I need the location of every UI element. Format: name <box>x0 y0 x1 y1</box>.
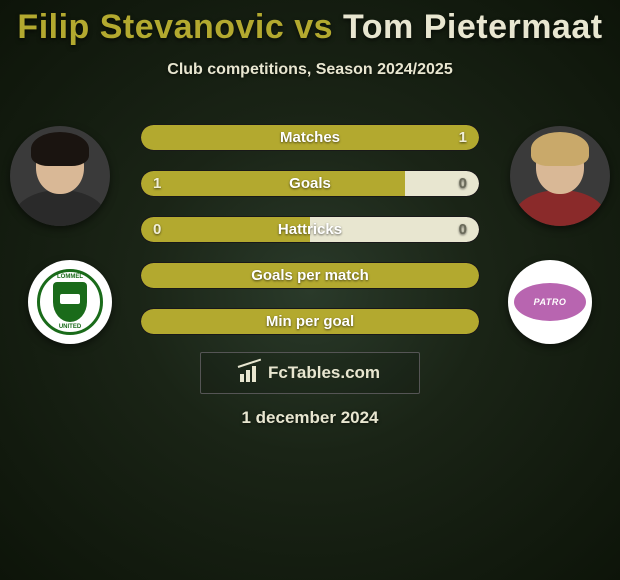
player1-avatar <box>10 126 110 226</box>
stat-row-matches: Matches 1 <box>140 124 480 151</box>
stat-left-val: 0 <box>153 217 161 242</box>
player2-name: Tom Pietermaat <box>343 8 603 46</box>
comparison-title: Filip Stevanovic vs Tom Pietermaat <box>0 0 620 47</box>
stat-right-val: 0 <box>459 217 467 242</box>
stats-bars: Matches 1 Goals 1 0 Hattricks 0 0 Goals … <box>140 124 480 354</box>
stat-right-val: 0 <box>459 171 467 196</box>
branding-text: FcTables.com <box>268 363 380 383</box>
stat-row-hattricks: Hattricks 0 0 <box>140 216 480 243</box>
player2-avatar <box>510 126 610 226</box>
stat-right-val: 1 <box>459 125 467 150</box>
stat-label: Matches <box>141 125 479 150</box>
player1-name: Filip Stevanovic <box>17 8 284 46</box>
club2-name: PATRO <box>514 283 586 321</box>
subtitle: Club competitions, Season 2024/2025 <box>0 61 620 79</box>
branding-badge: FcTables.com <box>200 352 420 394</box>
chart-icon <box>240 364 262 382</box>
stat-row-goals-per-match: Goals per match <box>140 262 480 289</box>
stat-label: Min per goal <box>141 309 479 334</box>
club1-name-top: LOMMEL <box>40 274 100 280</box>
stat-row-goals: Goals 1 0 <box>140 170 480 197</box>
stat-label: Hattricks <box>141 217 479 242</box>
date-label: 1 december 2024 <box>0 408 620 428</box>
player1-club-logo: LOMMEL UNITED <box>28 260 112 344</box>
stat-label: Goals per match <box>141 263 479 288</box>
stat-left-val: 1 <box>153 171 161 196</box>
vs-text: vs <box>294 8 333 46</box>
club1-name-bottom: UNITED <box>40 324 100 330</box>
stat-row-min-per-goal: Min per goal <box>140 308 480 335</box>
player2-club-logo: PATRO <box>508 260 592 344</box>
stat-label: Goals <box>141 171 479 196</box>
